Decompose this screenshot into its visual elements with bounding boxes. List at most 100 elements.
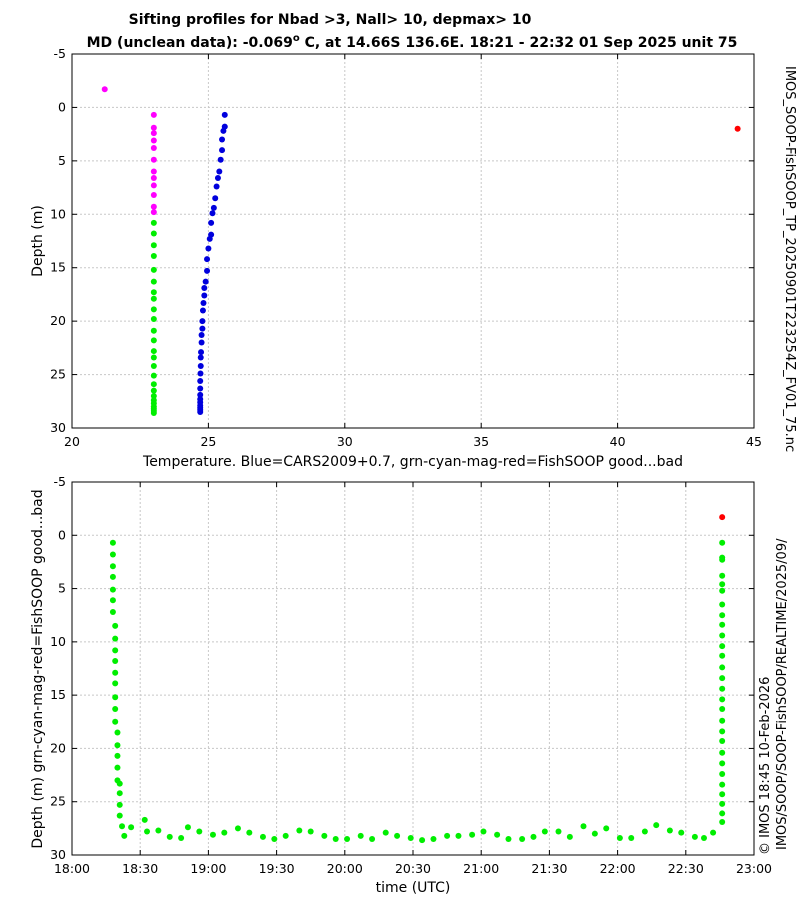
data-point bbox=[455, 832, 462, 839]
y-tick-label: 10 bbox=[50, 206, 66, 221]
data-point bbox=[719, 612, 726, 619]
data-point bbox=[196, 828, 203, 835]
data-point bbox=[150, 278, 157, 285]
data-point bbox=[719, 705, 726, 712]
data-point bbox=[150, 168, 157, 175]
data-point bbox=[719, 601, 726, 608]
data-point bbox=[719, 771, 726, 778]
data-point bbox=[210, 204, 217, 211]
data-point bbox=[150, 252, 157, 259]
data-point bbox=[204, 256, 211, 263]
data-point bbox=[114, 742, 121, 749]
data-point bbox=[208, 219, 215, 226]
x-tick-label: 19:30 bbox=[259, 861, 295, 876]
data-point bbox=[691, 833, 698, 840]
data-point bbox=[150, 156, 157, 163]
data-point bbox=[566, 833, 573, 840]
y-tick-label: 20 bbox=[50, 740, 66, 755]
data-point bbox=[112, 718, 119, 725]
data-point bbox=[112, 647, 119, 654]
x-axis-label: Temperature. Blue=CARS2009+0.7, grn-cyan… bbox=[142, 454, 683, 470]
data-point bbox=[407, 834, 414, 841]
y-tick-label: 15 bbox=[50, 687, 66, 702]
data-point bbox=[321, 832, 328, 839]
data-point bbox=[719, 810, 726, 817]
data-point bbox=[150, 316, 157, 323]
data-point bbox=[209, 831, 216, 838]
data-point bbox=[234, 825, 241, 832]
data-point bbox=[202, 278, 209, 285]
data-point bbox=[150, 174, 157, 181]
data-point bbox=[198, 349, 205, 356]
data-point bbox=[109, 539, 116, 546]
data-point bbox=[114, 764, 121, 771]
data-point bbox=[419, 837, 426, 844]
data-point bbox=[112, 669, 119, 676]
data-point bbox=[198, 339, 205, 346]
data-point bbox=[580, 823, 587, 830]
y-tick-label: 5 bbox=[58, 153, 66, 168]
data-point bbox=[616, 834, 623, 841]
data-point bbox=[197, 385, 204, 392]
data-point bbox=[430, 836, 437, 843]
x-tick-label: 21:00 bbox=[463, 861, 499, 876]
data-point bbox=[213, 183, 220, 190]
data-point bbox=[221, 829, 228, 836]
data-point bbox=[150, 348, 157, 355]
data-point bbox=[221, 111, 228, 118]
data-point bbox=[116, 801, 123, 808]
data-point bbox=[150, 192, 157, 199]
data-point bbox=[603, 825, 610, 832]
data-point bbox=[150, 387, 157, 394]
data-point bbox=[101, 86, 108, 93]
y-tick-label: 25 bbox=[50, 794, 66, 809]
y-tick-label: 30 bbox=[50, 847, 66, 862]
data-point bbox=[112, 658, 119, 665]
data-point bbox=[200, 299, 207, 306]
data-point bbox=[719, 791, 726, 798]
y-tick-label: 25 bbox=[50, 367, 66, 382]
data-point bbox=[150, 182, 157, 189]
data-point bbox=[205, 245, 212, 252]
data-point bbox=[197, 370, 204, 377]
data-point bbox=[109, 586, 116, 593]
data-point bbox=[199, 318, 206, 325]
data-point bbox=[155, 827, 162, 834]
y-tick-label: 0 bbox=[58, 99, 66, 114]
data-point bbox=[678, 829, 685, 836]
data-point bbox=[219, 136, 226, 143]
data-point bbox=[519, 836, 526, 843]
data-point bbox=[344, 836, 351, 843]
data-point bbox=[357, 832, 364, 839]
y-tick-label: -5 bbox=[54, 46, 66, 61]
data-point bbox=[199, 325, 206, 332]
data-point bbox=[719, 581, 726, 588]
data-point bbox=[150, 392, 157, 399]
x-tick-label: 40 bbox=[610, 434, 626, 449]
data-point bbox=[206, 235, 213, 242]
data-point bbox=[150, 266, 157, 273]
data-point bbox=[112, 705, 119, 712]
data-point bbox=[246, 829, 253, 836]
x-tick-label: 21:30 bbox=[531, 861, 567, 876]
data-point bbox=[719, 632, 726, 639]
data-point bbox=[112, 680, 119, 687]
y-tick-label: 5 bbox=[58, 581, 66, 596]
data-point bbox=[141, 816, 148, 823]
data-point bbox=[150, 124, 157, 131]
plot-frame bbox=[71, 53, 755, 429]
data-point bbox=[209, 210, 216, 217]
data-point bbox=[150, 410, 157, 417]
data-point bbox=[719, 818, 726, 825]
data-point bbox=[282, 832, 289, 839]
data-point bbox=[109, 597, 116, 604]
data-point bbox=[628, 834, 635, 841]
y-tick-label: 20 bbox=[50, 313, 66, 328]
y-tick-label: 10 bbox=[50, 634, 66, 649]
x-tick-label: 25 bbox=[200, 434, 216, 449]
x-tick-label: 45 bbox=[746, 434, 762, 449]
data-point bbox=[719, 652, 726, 659]
x-tick-label: 23:00 bbox=[736, 861, 772, 876]
data-point bbox=[719, 675, 726, 682]
data-point bbox=[112, 622, 119, 629]
